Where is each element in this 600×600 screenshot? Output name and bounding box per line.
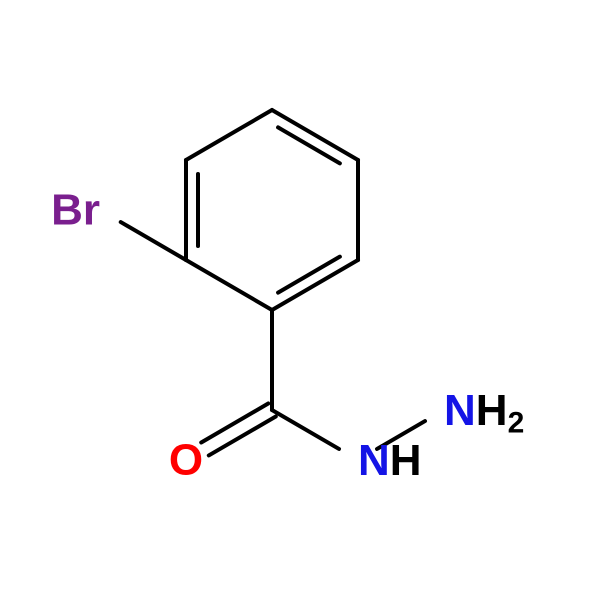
atom-n2: NH2	[444, 386, 524, 439]
atom-o: O	[169, 436, 203, 485]
atom-br: Br	[51, 186, 100, 235]
molecule-diagram: Br O NH NH2	[0, 0, 600, 600]
atom-n1: NH	[358, 436, 422, 485]
